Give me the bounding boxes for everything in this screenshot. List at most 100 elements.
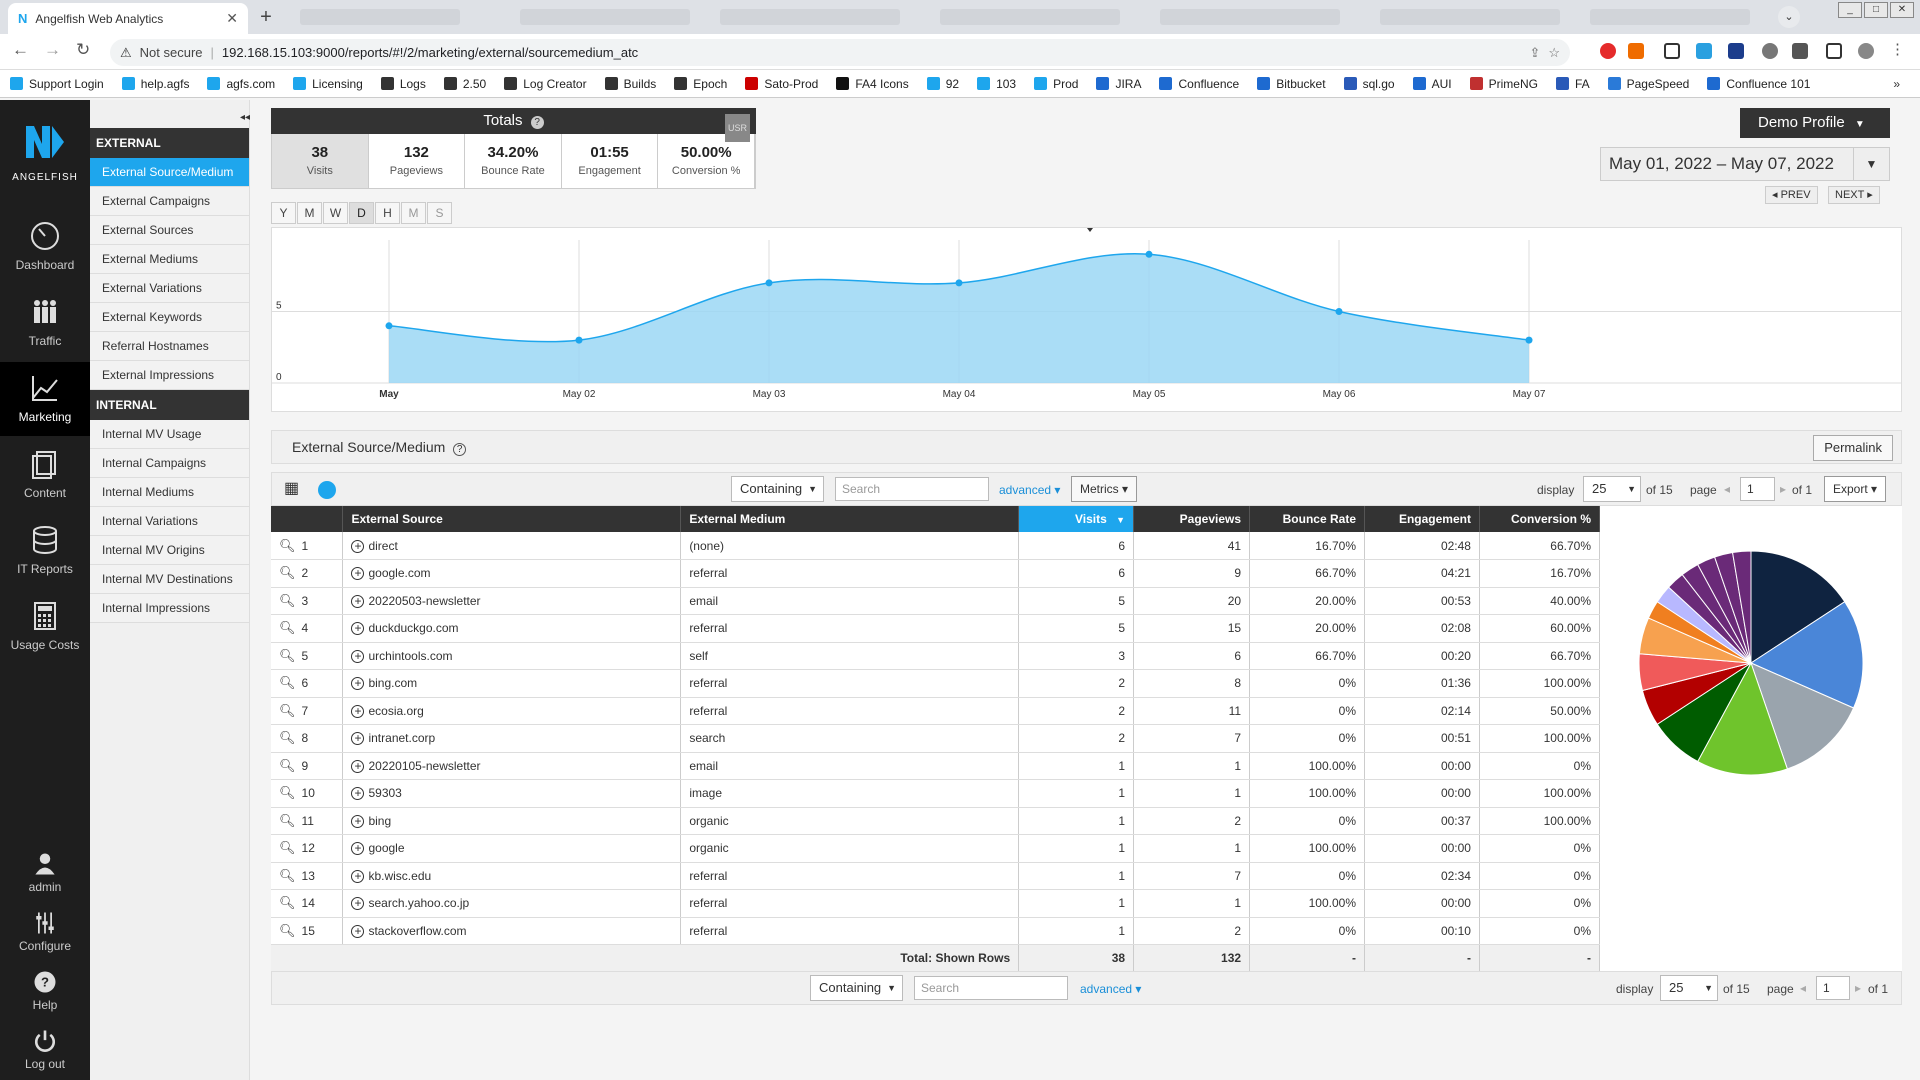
page-input[interactable]: 1 [1740,477,1775,501]
submenu-item-external-sources[interactable]: External Sources [90,216,249,245]
pie-slice[interactable] [1750,662,1855,770]
table-row[interactable]: 🔍︎ 1 + direct (none) 6 41 16.70% 02:48 66.70% [271,532,1601,560]
date-range-picker[interactable]: May 01, 2022 – May 07, 2022 ▼ [1600,147,1890,181]
granularity-3[interactable]: D [349,202,374,224]
granularity-1[interactable]: M [297,202,322,224]
maximize-icon[interactable]: □ [1864,2,1888,18]
expand-row-icon[interactable]: + [351,787,365,801]
search-input[interactable]: Search [835,477,989,501]
pie-slice[interactable] [1731,550,1752,664]
bookmark-item[interactable]: Builds [604,77,656,91]
bookmark-item[interactable]: 103 [977,77,1016,91]
visits-point[interactable] [1145,250,1153,258]
extension-icon[interactable] [1728,43,1744,59]
extension-icon[interactable] [1762,43,1778,59]
table-row[interactable]: 🔍︎ 5 + urchintools.com self 3 6 66.70% 00:20 66.7… [271,642,1601,670]
expand-row-icon[interactable]: + [351,759,365,773]
total-bounce-rate[interactable]: 34.20% Bounce Rate [465,134,562,188]
submenu-item-internal-variations[interactable]: Internal Variations [90,507,249,536]
bookmark-item[interactable]: Support Login [10,77,104,91]
table-row[interactable]: 🔍︎ 3 +20220503-newsletter email 5 20 20.00% 00:… [271,587,1601,615]
table-row[interactable]: 🔍︎ 12 + google organic 1 1 100.00% 00:00 0% [271,834,1601,863]
caret-down-icon[interactable]: ▼ [1853,148,1889,180]
nav-usage-costs[interactable]: Usage Costs [0,590,90,664]
nav-it-reports[interactable]: IT Reports [0,514,90,588]
table-row[interactable]: 🔍︎ 14 + search.yahoo.co.jp referral 1 1 100.00%… [271,889,1601,918]
zoom-in-icon[interactable]: 🔍︎ [279,675,296,691]
bookmark-star-icon[interactable]: ☆ [1548,44,1560,60]
expand-row-icon[interactable]: + [351,539,365,553]
next-page-icon[interactable]: ▸ [1855,981,1862,995]
column-header-pageviews[interactable]: Pageviews [1133,506,1251,532]
new-tab-button[interactable]: + [260,6,272,28]
extension-icon[interactable] [1628,43,1644,59]
profile-selector[interactable]: Demo Profile ▼ [1740,108,1890,138]
bookmark-item[interactable]: Log Creator [504,77,587,91]
column-header-bounce-rate[interactable]: Bounce Rate [1249,506,1365,532]
submenu-item-referral-hostnames[interactable]: Referral Hostnames [90,332,249,361]
browser-tab[interactable] [720,9,900,25]
bookmark-item[interactable]: Sato-Prod [745,77,818,91]
table-row[interactable]: 🔍︎ 10 +59303 image 1 1 100.00% 00:00 100.00% [271,779,1601,808]
expand-row-icon[interactable]: + [351,677,365,691]
zoom-in-icon[interactable]: 🔍︎ [279,565,296,581]
next-button[interactable]: NEXT ▸ [1828,186,1880,204]
close-window-icon[interactable]: ✕ [1890,2,1914,18]
back-icon[interactable]: ← [12,40,29,59]
column-header-source[interactable]: External Source [342,506,682,532]
expand-row-icon[interactable]: + [351,622,365,636]
help-icon[interactable]: ? [530,116,544,129]
submenu-item-external-impressions[interactable]: External Impressions [90,361,249,390]
puzzle-extensions-icon[interactable] [1792,43,1808,59]
page-input[interactable]: 1 [1816,976,1850,1000]
bookmark-item[interactable]: AUI [1412,77,1452,91]
bookmark-item[interactable]: Confluence [1159,77,1239,91]
bookmark-item[interactable]: FA4 Icons [836,77,909,91]
zoom-in-icon[interactable]: 🔍︎ [279,592,296,608]
help-icon[interactable]: ? [453,443,467,456]
bookmark-item[interactable]: help.agfs [121,77,189,91]
permalink-button[interactable]: Permalink [1813,435,1893,461]
browser-tab[interactable] [1380,9,1560,25]
submenu-item-external-campaigns[interactable]: External Campaigns [90,187,249,216]
bookmark-item[interactable]: Epoch [674,77,727,91]
bookmark-item[interactable]: JIRA [1096,77,1141,91]
nav-marketing[interactable]: Marketing [0,362,90,436]
share-icon[interactable]: ⇪ [1529,44,1541,60]
pie-view-icon[interactable] [318,481,336,499]
visits-point[interactable] [575,336,583,344]
nav-dashboard[interactable]: Dashboard [0,210,90,284]
bookmark-item[interactable]: Prod [1034,77,1078,91]
submenu-item-internal-mv-origins[interactable]: Internal MV Origins [90,536,249,565]
reload-icon[interactable]: ↻ [76,40,91,59]
visits-point[interactable] [1335,308,1343,315]
side-panel-icon[interactable] [1826,43,1842,59]
submenu-item-internal-mv-destinations[interactable]: Internal MV Destinations [90,565,249,594]
browser-tab[interactable] [1160,9,1340,25]
visits-point[interactable] [385,322,393,330]
browser-tab[interactable] [520,9,690,25]
extension-icon[interactable] [1696,43,1712,59]
zoom-in-icon[interactable]: 🔍︎ [279,867,296,883]
total-conversion-[interactable]: 50.00% Conversion % [658,134,755,188]
next-page-icon[interactable]: ▸ [1780,482,1787,496]
metrics-button[interactable]: Metrics ▾ [1071,476,1138,502]
prev-button[interactable]: ◂ PREV [1765,186,1818,204]
bookmark-item[interactable]: PrimeNG [1469,77,1538,91]
zoom-in-icon[interactable]: 🔍︎ [279,922,296,938]
prev-page-icon[interactable]: ◂ [1800,981,1807,995]
table-row[interactable]: 🔍︎ 8 + intranet.corp search 2 7 0% 00:51 100.00% [271,724,1601,753]
opera-extension-icon[interactable] [1600,43,1616,59]
pie-slice[interactable] [1750,550,1846,664]
visits-point[interactable] [765,279,773,287]
match-type-select[interactable]: Containing ▼ [810,975,903,1001]
angelfish-logo[interactable]: ANGELFISH [0,110,90,183]
submenu-item-internal-mediums[interactable]: Internal Mediums [90,478,249,507]
column-header-visits[interactable]: Visits ▼ [1018,506,1135,532]
nav-traffic[interactable]: Traffic [0,286,90,360]
browser-tab[interactable] [940,9,1120,25]
profile-avatar-icon[interactable] [1858,43,1874,59]
table-row[interactable]: 🔍︎ 4 + duckduckgo.com referral 5 15 20.00% 02:08… [271,614,1601,643]
table-row[interactable]: 🔍︎ 15 + stackoverflow.com referral 1 2 0% 00:10 0… [271,917,1601,945]
total-engagement[interactable]: 01:55 Engagement [562,134,659,188]
